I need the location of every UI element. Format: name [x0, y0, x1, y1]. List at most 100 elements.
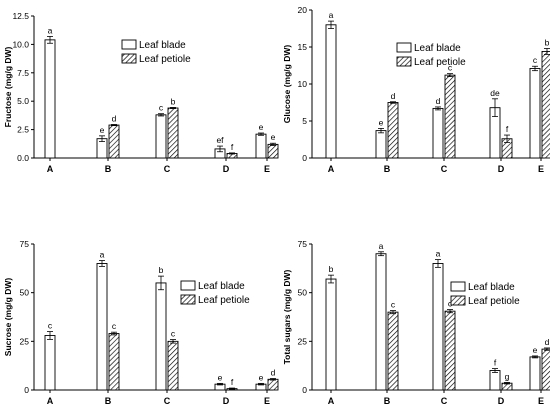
significance-letter: a	[329, 10, 334, 20]
legend-label-leaf-petiole: Leaf petiole	[468, 296, 520, 307]
significance-letter: e	[100, 125, 105, 135]
significance-letter: de	[490, 88, 500, 98]
y-tick-label: 0.0	[17, 153, 29, 163]
x-tick-label: D	[498, 396, 505, 406]
significance-letter: a	[48, 25, 53, 35]
x-tick-label: C	[441, 396, 448, 406]
y-tick-label: 10	[298, 79, 308, 89]
significance-letter: a	[379, 241, 384, 251]
legend-swatch-leaf-blade	[121, 39, 137, 50]
x-tick-label: C	[164, 396, 171, 406]
bar-leaf-blade	[529, 356, 541, 391]
x-tick-label: A	[47, 396, 54, 406]
chart-panel-4: 0 25 50 75 Total sugars (mg/g DW) A B C D Eb a a f e c…	[282, 239, 550, 406]
x-tick-label: B	[105, 396, 112, 406]
x-tick-label: B	[384, 396, 391, 406]
significance-letter: c	[112, 321, 117, 331]
bar-leaf-blade	[255, 133, 267, 159]
x-tick-label: E	[538, 396, 544, 406]
chart-panel-1: 0.0 2.5 5.0 7.5 10.0 12.5 Fructose (mg/g DW) A B…	[3, 11, 279, 174]
bar-leaf-petiole	[444, 74, 456, 159]
significance-letter: g	[505, 371, 510, 381]
legend-label-leaf-petiole: Leaf petiole	[198, 295, 250, 306]
bar-leaf-petiole	[167, 340, 179, 391]
bar-leaf-blade	[325, 278, 337, 391]
y-tick-label: 0	[24, 385, 29, 395]
bar-leaf-blade	[489, 370, 501, 391]
bar-leaf-blade	[155, 282, 167, 391]
legend-swatch-leaf-petiole	[121, 53, 137, 64]
significance-letter: d	[436, 96, 441, 106]
x-tick-label: C	[441, 164, 448, 174]
y-tick-label: 15	[298, 42, 308, 52]
significance-letter: c	[48, 321, 53, 331]
chart-panel-2: 0 5 10 15 20 Glucose (mg/g DW) A B C D Ea e d de c d c f b…	[282, 5, 550, 174]
significance-letter: c	[171, 329, 176, 339]
x-tick-label: B	[105, 164, 112, 174]
bar-leaf-petiole	[267, 143, 279, 159]
significance-letter: b	[171, 96, 176, 106]
legend-swatch-leaf-blade	[450, 281, 466, 292]
bar-leaf-blade	[44, 335, 56, 391]
significance-letter: c	[533, 55, 538, 65]
legend-label-leaf-petiole: Leaf petiole	[414, 57, 466, 68]
bar-leaf-blade	[155, 114, 167, 159]
y-tick-label: 75	[20, 239, 30, 249]
significance-letter: b	[159, 265, 164, 275]
bar-leaf-petiole	[108, 124, 120, 159]
y-tick-label: 0	[302, 385, 307, 395]
bar-leaf-petiole	[267, 378, 279, 391]
legend-label-leaf-blade: Leaf blade	[139, 40, 186, 51]
y-tick-label: 25	[20, 336, 30, 346]
y-axis-label: Fructose (mg/g DW)	[3, 46, 13, 127]
y-tick-label: 5	[302, 116, 307, 126]
significance-letter: d	[545, 337, 550, 347]
chart-panel-3: 0 25 50 75 Sucrose (mg/g DW) A B C D Ec a b e e c c f d Le…	[3, 239, 279, 406]
x-tick-label: C	[164, 164, 171, 174]
bar-leaf-blade	[432, 107, 444, 159]
bar-leaf-blade	[325, 24, 337, 159]
y-tick-label: 10.0	[12, 39, 29, 49]
significance-letter: b	[545, 37, 550, 47]
x-tick-label: E	[538, 164, 544, 174]
significance-letter: d	[391, 91, 396, 101]
significance-letter: d	[112, 113, 117, 123]
bar-leaf-petiole	[167, 107, 179, 159]
significance-letter: e	[379, 117, 384, 127]
y-tick-label: 50	[298, 288, 308, 298]
y-tick-label: 2.5	[17, 125, 29, 135]
y-axis-label: Sucrose (mg/g DW)	[3, 278, 13, 357]
legend-label-leaf-blade: Leaf blade	[468, 282, 515, 293]
significance-letter: f	[231, 142, 234, 152]
significance-letter: f	[494, 358, 497, 368]
bar-leaf-blade	[432, 263, 444, 391]
y-tick-label: 75	[298, 239, 308, 249]
bar-leaf-petiole	[108, 333, 120, 391]
significance-letter: c	[448, 63, 453, 73]
significance-letter: c	[159, 103, 164, 113]
bar-leaf-petiole	[541, 50, 550, 159]
legend-label-leaf-blade: Leaf blade	[198, 281, 245, 292]
legend-swatch-leaf-blade	[180, 280, 196, 291]
significance-letter: c	[391, 300, 396, 310]
y-tick-label: 7.5	[17, 68, 29, 78]
significance-letter: e	[533, 345, 538, 355]
significance-letter: b	[329, 264, 334, 274]
significance-letter: e	[259, 122, 264, 132]
y-tick-label: 12.5	[12, 11, 29, 21]
y-tick-label: 25	[298, 336, 308, 346]
x-tick-label: B	[384, 164, 391, 174]
y-tick-label: 50	[20, 288, 30, 298]
significance-letter: f	[231, 377, 234, 387]
significance-letter: c	[448, 299, 453, 309]
legend-swatch-leaf-petiole	[180, 294, 196, 305]
legend-swatch-leaf-petiole	[450, 295, 466, 306]
x-tick-label: E	[264, 396, 270, 406]
legend-swatch-leaf-blade	[396, 42, 412, 53]
legend-label-leaf-blade: Leaf blade	[414, 43, 461, 54]
legend-swatch-leaf-petiole	[396, 56, 412, 67]
significance-letter: d	[271, 368, 276, 378]
y-tick-label: 0	[302, 153, 307, 163]
x-tick-label: D	[223, 396, 230, 406]
bar-leaf-blade	[375, 130, 387, 159]
